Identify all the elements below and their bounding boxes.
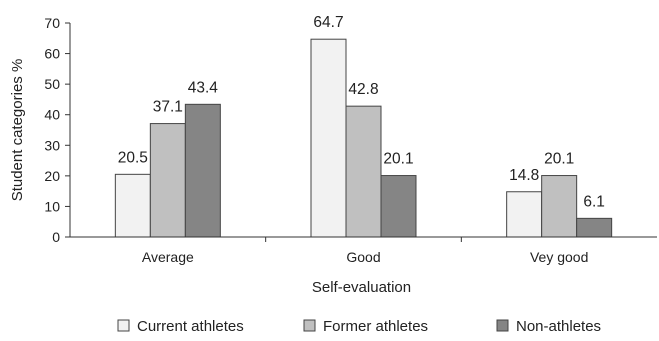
x-axis-title: Self-evaluation <box>312 279 411 296</box>
bar-good-series-1 <box>345 105 382 238</box>
y-tick-label: 50 <box>44 76 60 92</box>
data-label: 20.1 <box>383 151 413 168</box>
x-tick-label: Vey good <box>530 249 588 265</box>
x-axis-ticks: Average Good Vey good <box>142 237 588 265</box>
legend-swatch <box>496 319 509 332</box>
legend: Current athletes Former athletes Non-athle… <box>117 318 601 335</box>
y-tick-label: 60 <box>44 46 60 62</box>
data-label: 43.4 <box>188 79 219 96</box>
y-tick-label: 20 <box>44 168 60 184</box>
bars <box>114 38 613 238</box>
bar-good-series-0 <box>310 38 347 238</box>
y-tick-label: 30 <box>44 137 60 153</box>
data-label: 42.8 <box>348 81 378 98</box>
data-label: 14.8 <box>509 167 539 184</box>
data-label: 6.1 <box>583 193 605 210</box>
y-axis-title: Student categories % <box>9 59 26 202</box>
data-labels: 20.5 37.1 43.4 64.7 42.8 20.1 14.8 20.1 6.1 <box>118 14 605 210</box>
y-axis-ticks: 0 10 20 30 40 50 60 70 <box>44 15 70 245</box>
y-tick-label: 0 <box>52 229 60 245</box>
bar-vey-good-series-1 <box>541 175 578 238</box>
y-tick-label: 40 <box>44 107 60 123</box>
bar-average-series-0 <box>114 173 151 238</box>
legend-label: Current athletes <box>137 318 244 335</box>
bar-vey-good-series-0 <box>506 191 543 238</box>
legend-label: Non-athletes <box>516 318 601 335</box>
data-label: 37.1 <box>153 99 183 116</box>
data-label: 20.1 <box>544 151 574 168</box>
bar-vey-good-series-2 <box>576 217 613 238</box>
data-label: 20.5 <box>118 149 148 166</box>
legend-swatch <box>303 319 316 332</box>
y-tick-label: 70 <box>44 15 60 31</box>
data-label: 64.7 <box>313 14 343 31</box>
x-tick-label: Good <box>346 249 380 265</box>
y-tick-label: 10 <box>44 198 60 214</box>
x-tick-label: Average <box>142 249 194 265</box>
bar-average-series-2 <box>184 103 221 238</box>
legend-swatch <box>117 319 130 332</box>
bar-average-series-1 <box>149 123 186 238</box>
legend-label: Former athletes <box>323 318 428 335</box>
bar-good-series-2 <box>380 175 417 238</box>
